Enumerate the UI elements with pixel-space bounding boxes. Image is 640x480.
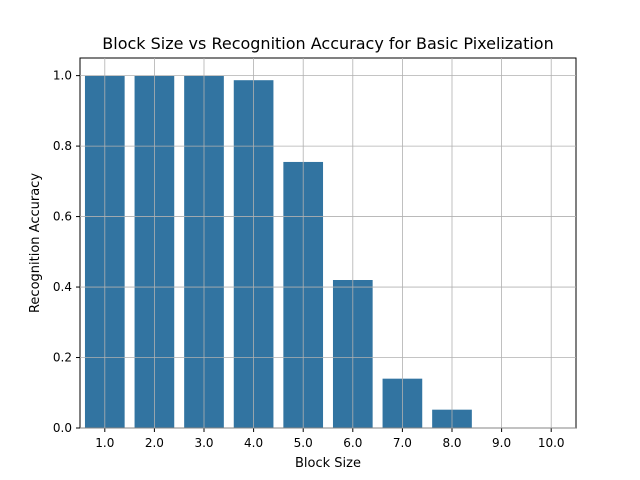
y-tick-label: 0.2: [53, 351, 72, 365]
y-tick-label: 1.0: [53, 69, 72, 83]
x-tick-label: 4.0: [244, 436, 263, 450]
y-tick-label: 0.6: [53, 210, 72, 224]
x-tick-label: 2.0: [145, 436, 164, 450]
x-tick-label: 7.0: [393, 436, 412, 450]
y-tick-label: 0.8: [53, 139, 72, 153]
x-axis-label: Block Size: [295, 456, 361, 471]
x-tick-label: 6.0: [343, 436, 362, 450]
grid: [80, 58, 576, 429]
x-tick-label: 8.0: [442, 436, 461, 450]
chart-title: Block Size vs Recognition Accuracy for B…: [102, 34, 553, 53]
y-tick-label: 0.4: [53, 280, 72, 294]
bars: [84, 75, 472, 428]
y-tick-label: 0.0: [53, 421, 72, 435]
x-tick-label: 3.0: [194, 436, 213, 450]
y-axis-label: Recognition Accuracy: [28, 173, 43, 313]
x-tick-label: 9.0: [492, 436, 511, 450]
x-tick-label: 10.0: [538, 436, 565, 450]
x-ticks: 1.0 2.0 3.0 4.0 5.0 6.0 7.0 8.0 9.0 10.0: [95, 428, 565, 450]
y-ticks: 0.0 0.2 0.4 0.6 0.8 1.0: [53, 69, 80, 435]
x-tick-label: 5.0: [294, 436, 313, 450]
x-tick-label: 1.0: [95, 436, 114, 450]
